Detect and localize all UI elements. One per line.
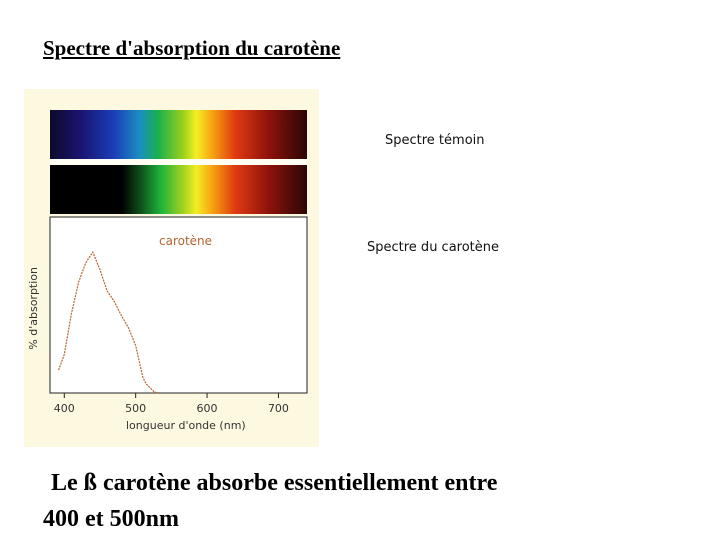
reference-spectrum-band bbox=[50, 110, 307, 159]
carotene-spectrum-label: Spectre du carotène bbox=[367, 240, 500, 255]
x-tickmarks bbox=[63, 393, 279, 398]
x-axis-label: longueur d'onde (nm) bbox=[126, 419, 246, 432]
x-tick-label: 500 bbox=[125, 402, 147, 415]
conclusion-line-2: 400 et 500nm bbox=[43, 506, 179, 532]
x-tick-label: 700 bbox=[267, 402, 289, 415]
y-axis-label: % d'absorption bbox=[27, 267, 40, 350]
plot-area bbox=[49, 216, 308, 394]
x-tick-label: 400 bbox=[53, 402, 75, 415]
carotene-spectrum-band bbox=[50, 165, 307, 214]
spectrum-separator bbox=[50, 159, 307, 165]
reference-spectrum-label: Spectre témoin bbox=[385, 133, 485, 148]
page-title: Spectre d'absorption du carotène bbox=[43, 36, 341, 60]
carotene-absorption-curve bbox=[58, 250, 158, 394]
x-tick-label: 600 bbox=[196, 402, 218, 415]
series-label-carotene: carotène bbox=[159, 234, 213, 248]
conclusion-line-1: Le ß carotène absorbe essentiellement en… bbox=[51, 470, 498, 496]
spectrum-svg bbox=[49, 110, 308, 398]
conclusion-text: Le ß carotène absorbe essentiellement en… bbox=[43, 465, 683, 537]
spectrum-figure: % d'absorption carotène 400 500 600 700 … bbox=[24, 89, 319, 447]
